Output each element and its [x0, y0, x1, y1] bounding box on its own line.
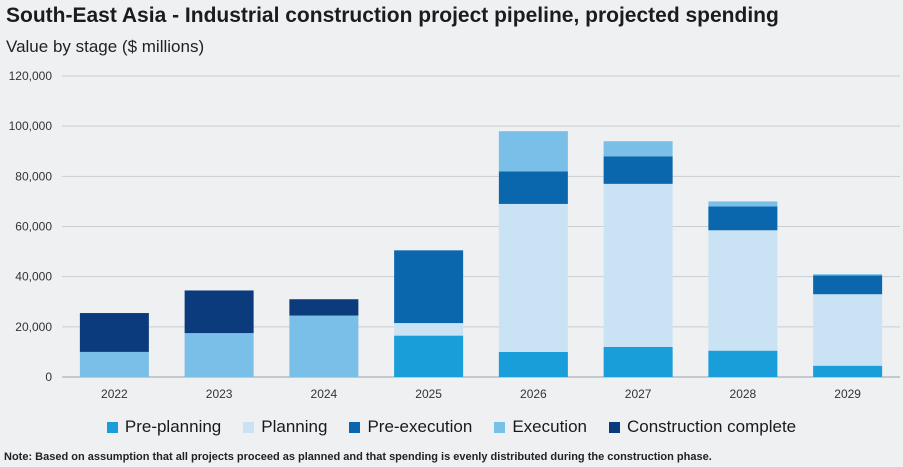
bar-segment: [813, 275, 883, 295]
legend-label: Planning: [261, 417, 328, 436]
legend-swatch: [106, 421, 118, 433]
x-tick-label: 2024: [311, 387, 338, 401]
legend-swatch: [349, 421, 361, 433]
bar-segment: [603, 183, 673, 347]
bar-segment: [603, 156, 673, 184]
chart-legend: Pre-planning Planning Pre-execution Executi…: [0, 417, 903, 437]
y-tick-label: 100,000: [9, 119, 53, 133]
x-tick-label: 2022: [101, 387, 128, 401]
bar-segment: [289, 315, 359, 377]
bar-segment: [498, 203, 568, 352]
legend-label: Construction complete: [627, 417, 797, 436]
y-tick-label: 60,000: [15, 220, 52, 234]
chart-note: Note: Based on assumption that all proje…: [4, 451, 712, 463]
x-tick-label: 2027: [625, 387, 652, 401]
bar-segment: [603, 141, 673, 157]
bar-segment: [708, 350, 778, 377]
y-tick-label: 80,000: [15, 169, 52, 183]
legend-item: Planning: [243, 417, 327, 437]
stacked-bar-chart: 0 20,000 40,000 60,000 80,000 100,000 120,000 2…: [9, 69, 900, 401]
bar-segment: [813, 294, 883, 366]
bar-segment: [394, 250, 464, 324]
legend-item: Construction complete: [609, 417, 796, 437]
y-tick-label: 120,000: [9, 69, 53, 83]
bar-segment: [79, 351, 149, 377]
y-tick-label: 0: [45, 370, 52, 384]
chart-title: South-East Asia - Industrial constructio…: [6, 4, 779, 27]
bar-segment: [289, 299, 359, 316]
y-tick-label: 20,000: [15, 320, 52, 334]
legend-swatch: [494, 421, 506, 433]
legend-item: Pre-execution: [349, 417, 472, 437]
bar-segment: [184, 290, 254, 334]
bar-segment: [708, 206, 778, 231]
legend-label: Execution: [512, 417, 587, 436]
bar-segment: [813, 274, 883, 276]
x-tick-label: 2028: [730, 387, 757, 401]
bar-segment: [394, 335, 464, 377]
bar-segment: [813, 365, 883, 377]
bar-segment: [498, 351, 568, 377]
legend-label: Pre-planning: [124, 417, 222, 436]
legend-swatch: [609, 421, 620, 433]
bar-segment: [394, 323, 464, 336]
x-tick-label: 2023: [206, 387, 233, 401]
legend-item: Execution: [494, 417, 587, 437]
bar-segment: [603, 346, 673, 377]
bar-segment: [708, 230, 778, 351]
legend-item: Pre-planning: [106, 417, 222, 437]
bar-segment: [498, 171, 568, 204]
legend-label: Pre-execution: [367, 417, 473, 436]
bar-segment: [184, 333, 254, 377]
bar-segment: [708, 201, 778, 207]
x-tick-label: 2029: [834, 387, 861, 401]
y-tick-label: 40,000: [15, 270, 52, 284]
bar-segment: [498, 131, 568, 172]
chart-subtitle: Value by stage ($ millions): [6, 37, 205, 56]
bar-segment: [79, 313, 149, 352]
x-tick-label: 2025: [415, 387, 442, 401]
legend-swatch: [243, 421, 255, 433]
x-tick-label: 2026: [520, 387, 547, 401]
